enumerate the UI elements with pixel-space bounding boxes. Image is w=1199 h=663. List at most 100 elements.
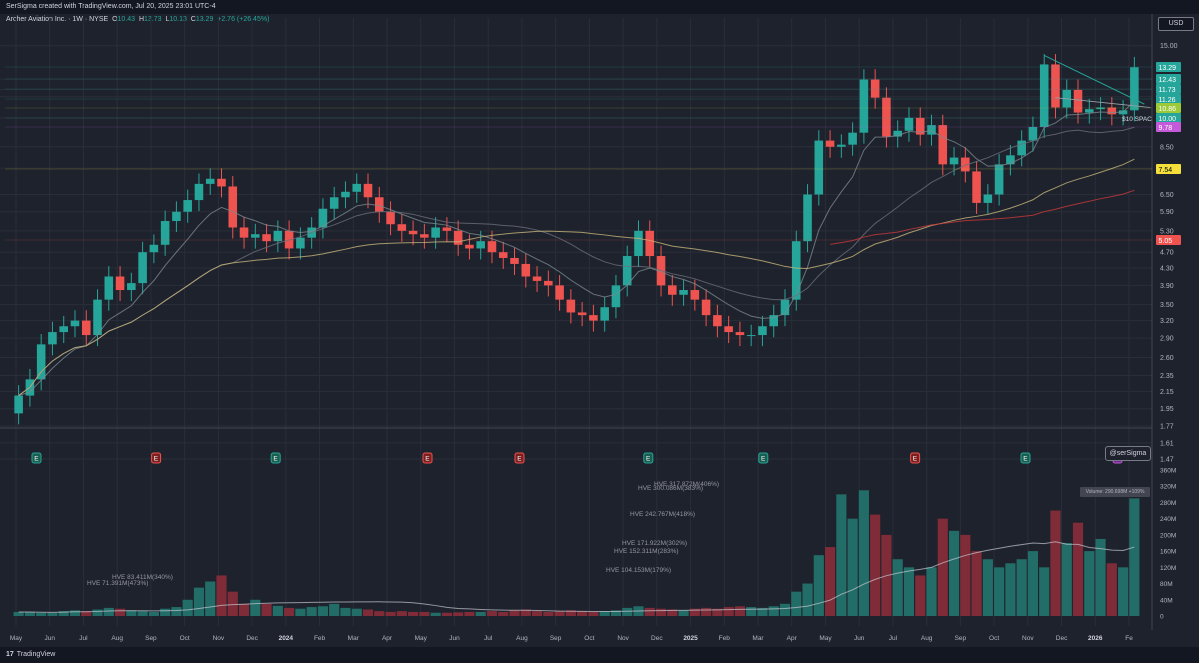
price-tick-label: 1.77 [1160, 423, 1174, 430]
candle-body [420, 234, 429, 238]
price-label-text: 5.05 [1159, 238, 1173, 245]
x-tick-label: Jul [889, 635, 898, 642]
candle-body [758, 326, 767, 336]
earnings-event-label: E [1023, 456, 1028, 463]
price-label-box [1156, 94, 1181, 104]
volume-tick-label: 120M [1160, 565, 1176, 572]
price-label-box [1156, 103, 1181, 113]
volume-tick-label: 0 [1160, 614, 1164, 621]
volume-bar [678, 610, 689, 616]
volume-bar [802, 583, 813, 616]
candle-body [622, 256, 632, 286]
price-tick-label: 3.50 [1160, 302, 1174, 309]
spac-annotation: $10 SPAC [1122, 116, 1152, 123]
price-label-text: 10.00 [1159, 116, 1177, 123]
volume-tick-label: 40M [1160, 597, 1173, 604]
earnings-event-label: E [34, 456, 39, 463]
volume-bar [362, 609, 374, 616]
candle-body [859, 79, 869, 133]
volume-bar [520, 609, 531, 616]
volume-bar [768, 606, 779, 616]
candle-body [205, 178, 215, 184]
candle-body [577, 312, 587, 316]
footer-bar: 17 TradingView [0, 647, 1199, 663]
x-tick-label: 2026 [1088, 635, 1103, 642]
price-tick-label: 8.50 [1160, 144, 1174, 151]
earnings-event-icon [422, 452, 433, 464]
x-tick-label: Aug [921, 635, 933, 642]
volume-bar [734, 606, 745, 616]
volume-bar [227, 591, 238, 616]
volume-bar [948, 530, 960, 616]
candle-body [961, 157, 970, 172]
footer-brand: TradingView [16, 651, 56, 658]
volume-bar [374, 611, 385, 616]
x-tick-label: Dec [1056, 635, 1068, 642]
volume-bar [1106, 563, 1117, 616]
candle-body [825, 140, 835, 147]
symbol-name: Archer Aviation Inc. · 1W · NYSE [6, 16, 109, 23]
candle-body [498, 252, 508, 258]
volume-tick-label: 280M [1160, 500, 1176, 507]
volume-bar [960, 534, 971, 616]
candle-body [352, 183, 362, 192]
candle-body [904, 117, 914, 131]
price-label-text: 9.78 [1159, 125, 1173, 132]
candle-body [915, 117, 925, 135]
candle-body [713, 315, 722, 327]
candle-body [14, 395, 23, 414]
candle-body [848, 132, 857, 145]
currency-button[interactable]: USD [1158, 17, 1194, 31]
candle-body [386, 211, 395, 225]
price-tick-label: 5.30 [1160, 228, 1174, 235]
candle-body [194, 183, 204, 201]
candle-body [611, 285, 621, 308]
volume-annotation: HVE 104.153M(179%) [606, 567, 671, 574]
volume-bar [1016, 559, 1027, 616]
earnings-event-icon [31, 452, 42, 464]
candle-body [160, 221, 170, 245]
volume-bar [306, 607, 317, 616]
volume-annotation: HVE 242.767M(418%) [630, 511, 695, 518]
tradingview-logo-icon: 17 [6, 651, 14, 658]
candle-body [81, 320, 91, 336]
candle-body [532, 276, 542, 281]
candle-body [701, 299, 711, 316]
price-tick-label: 6.50 [1160, 192, 1174, 199]
volume-bar [69, 610, 81, 616]
volume-bar [486, 611, 498, 616]
volume-bar [475, 611, 486, 616]
x-tick-label: 2025 [683, 635, 698, 642]
volume-bar [1118, 567, 1129, 616]
volume-bar [385, 611, 396, 616]
candle-body [217, 178, 226, 187]
volume-annotation: HVE 83.411M(340%) [112, 574, 173, 581]
candle-body [1039, 64, 1049, 127]
x-tick-label: Nov [1022, 635, 1034, 642]
volume-bar [712, 608, 723, 616]
volume-bar [250, 599, 261, 616]
ma-long-line [829, 189, 1135, 245]
x-tick-label: Sep [550, 635, 562, 642]
volume-bar [813, 555, 824, 616]
candle-body [93, 299, 102, 336]
candle-body [115, 276, 125, 291]
candle-body [1073, 89, 1083, 113]
volume-tick-label: 320M [1160, 484, 1176, 491]
candle-body [341, 191, 350, 198]
candle-body [476, 241, 485, 249]
price-tick-label: 5.90 [1160, 209, 1174, 216]
price-tick-label: 2.15 [1160, 389, 1174, 396]
volume-bar [114, 608, 126, 616]
price-tick-label: 15.00 [1160, 43, 1178, 50]
candle-body [431, 227, 440, 238]
volume-bar [836, 494, 847, 616]
trendline [1043, 54, 1145, 105]
x-tick-label: Mar [752, 635, 764, 642]
price-label-text: 7.54 [1159, 167, 1173, 174]
candle-body [273, 230, 283, 242]
candle-body [814, 140, 824, 195]
x-tick-label: Apr [382, 635, 393, 642]
candle-body [882, 97, 891, 137]
